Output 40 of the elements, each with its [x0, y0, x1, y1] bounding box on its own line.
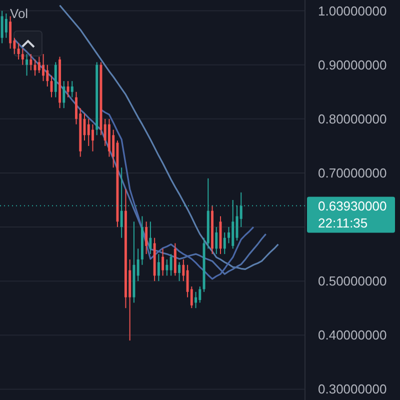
- candlestick: [30, 54, 32, 71]
- candlestick: [0, 10, 4, 44]
- line-series: [58, 4, 280, 270]
- candlestick: [223, 232, 226, 255]
- candlestick: [34, 58, 36, 76]
- candlestick: [4, 13, 8, 38]
- ref-line-label: 0.63930000: [318, 198, 387, 214]
- candlestick: [26, 54, 28, 76]
- candlestick: [70, 80, 74, 98]
- annotation: Vol: [10, 6, 28, 21]
- candlestick: [182, 258, 185, 282]
- text: 22:11:35: [318, 215, 368, 230]
- y-tick-label: 0.40000000: [318, 328, 387, 343]
- candlestick: [198, 286, 202, 304]
- candlestick: [178, 262, 181, 282]
- candlestick: [145, 221, 148, 255]
- candlestick: [9, 16, 12, 50]
- y-tick-label: 0.30000000: [318, 382, 387, 397]
- candlestick: [92, 124, 94, 152]
- candlestick: [87, 118, 90, 146]
- candlestick: [166, 258, 168, 276]
- candlestick: [50, 75, 53, 98]
- candlestick: [136, 248, 140, 282]
- y-tick-label: 0.90000000: [318, 57, 387, 72]
- candlestick: [157, 254, 160, 282]
- candlestick: [62, 80, 66, 109]
- candlestick: [17, 42, 20, 60]
- candlestick: [149, 221, 152, 255]
- candlestick: [194, 291, 198, 309]
- candlestick: [46, 64, 49, 87]
- candlestick: [170, 254, 172, 276]
- y-tick-label: 0.80000000: [318, 111, 387, 126]
- y-tick-label: 1.00000000: [318, 3, 387, 18]
- candlestick: [21, 48, 24, 66]
- candlestick: [38, 56, 40, 74]
- candlestick: [42, 54, 45, 82]
- y-tick-label: 0.50000000: [318, 274, 387, 289]
- candlestick: [162, 248, 164, 276]
- y-tick-label: 0.70000000: [318, 166, 387, 181]
- candlestick: [215, 226, 218, 255]
